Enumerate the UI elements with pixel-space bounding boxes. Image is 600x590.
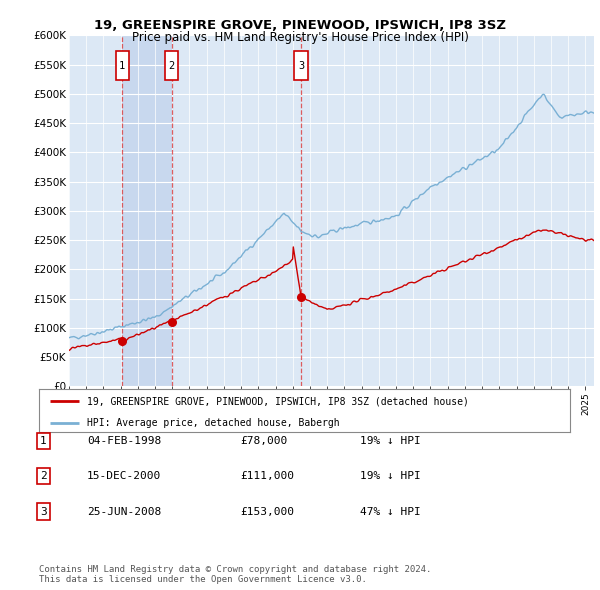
Text: 3: 3 [40,507,47,516]
Text: 19, GREENSPIRE GROVE, PINEWOOD, IPSWICH, IP8 3SZ (detached house): 19, GREENSPIRE GROVE, PINEWOOD, IPSWICH,… [87,396,469,407]
Text: 1: 1 [40,436,47,445]
Text: 2: 2 [169,61,175,71]
Text: 25-JUN-2008: 25-JUN-2008 [87,507,161,516]
Text: £111,000: £111,000 [240,471,294,481]
Text: 1: 1 [119,61,125,71]
FancyBboxPatch shape [116,51,129,80]
Text: £78,000: £78,000 [240,436,287,445]
Text: 47% ↓ HPI: 47% ↓ HPI [360,507,421,516]
Text: £153,000: £153,000 [240,507,294,516]
Text: 3: 3 [298,61,304,71]
Text: 15-DEC-2000: 15-DEC-2000 [87,471,161,481]
Text: HPI: Average price, detached house, Babergh: HPI: Average price, detached house, Babe… [87,418,340,428]
Text: 2: 2 [40,471,47,481]
Text: Contains HM Land Registry data © Crown copyright and database right 2024.
This d: Contains HM Land Registry data © Crown c… [39,565,431,584]
Text: 04-FEB-1998: 04-FEB-1998 [87,436,161,445]
Text: 19% ↓ HPI: 19% ↓ HPI [360,436,421,445]
Text: 19% ↓ HPI: 19% ↓ HPI [360,471,421,481]
Bar [122,35,172,386]
FancyBboxPatch shape [165,51,178,80]
FancyBboxPatch shape [295,51,308,80]
Text: 19, GREENSPIRE GROVE, PINEWOOD, IPSWICH, IP8 3SZ: 19, GREENSPIRE GROVE, PINEWOOD, IPSWICH,… [94,19,506,32]
Text: Price paid vs. HM Land Registry's House Price Index (HPI): Price paid vs. HM Land Registry's House … [131,31,469,44]
